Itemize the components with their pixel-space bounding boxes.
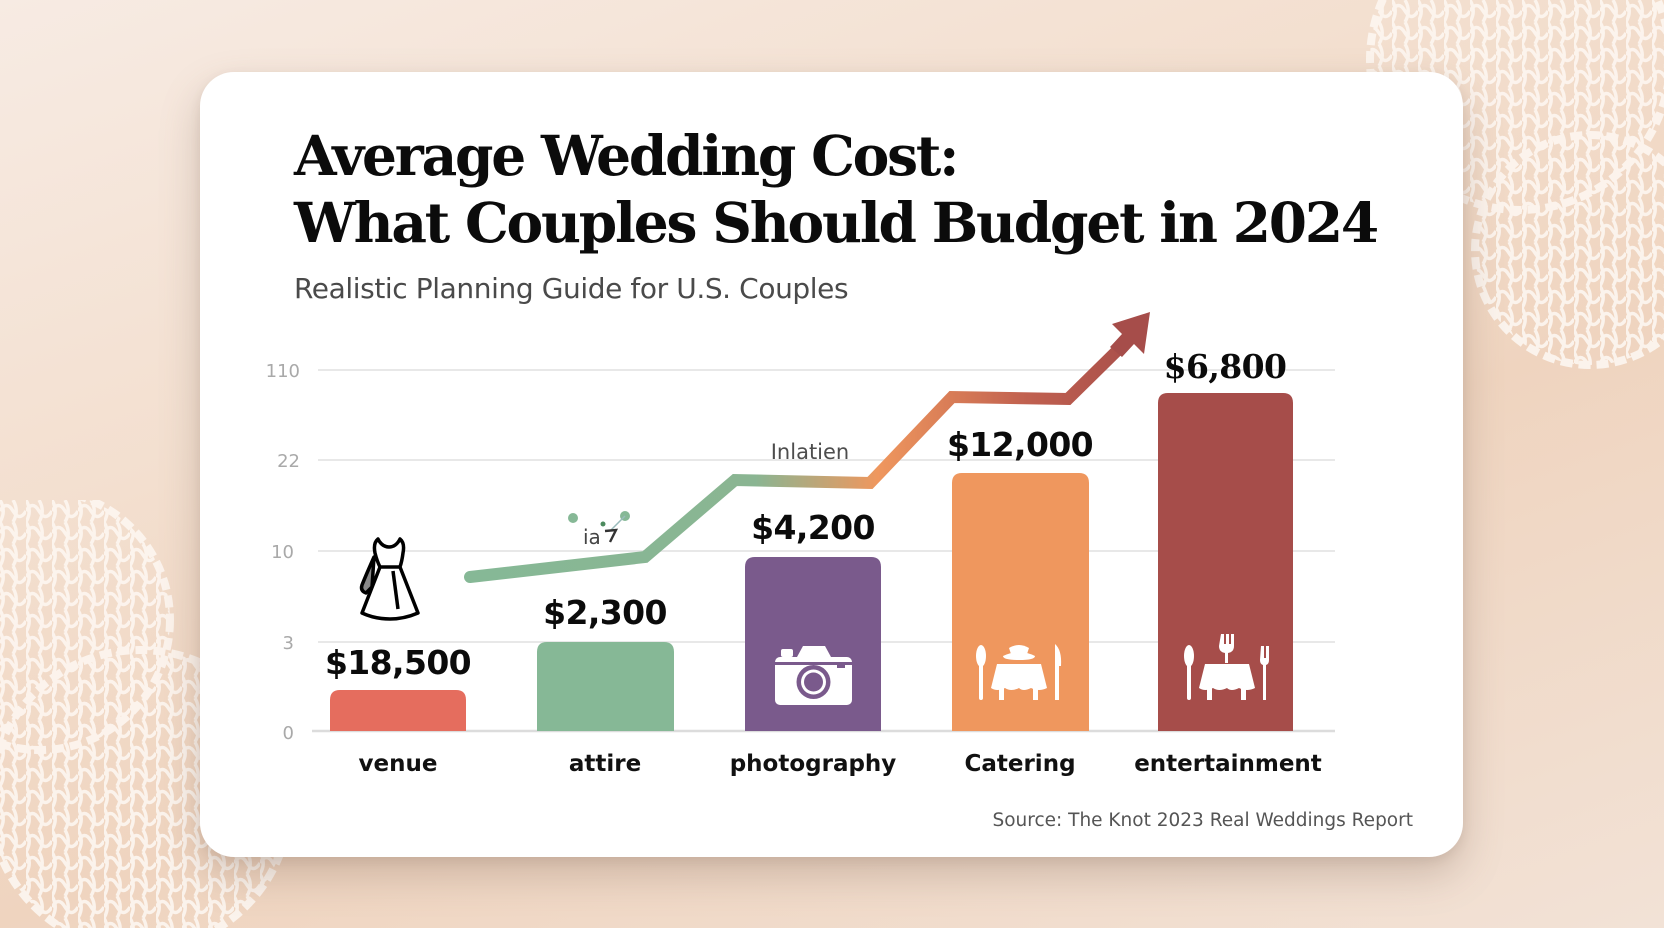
bar-venue[interactable] <box>330 690 466 731</box>
x-label-catering: Catering <box>964 751 1075 777</box>
bar-entertainment[interactable] <box>1158 393 1293 731</box>
bars <box>330 393 1293 731</box>
x-label-attire: attire <box>569 751 641 777</box>
y-tick: 110 <box>266 361 300 382</box>
bar-attire[interactable] <box>537 642 674 731</box>
y-tick: 0 <box>283 723 294 744</box>
value-label-attire: $2,300 <box>543 593 667 632</box>
x-axis: venue attire photography Catering entert… <box>359 751 1322 777</box>
value-label-venue: $18,500 <box>325 643 471 682</box>
x-label-photography: photography <box>730 751 897 777</box>
x-label-venue: venue <box>359 751 438 777</box>
y-tick: 3 <box>283 633 294 654</box>
y-tick: 10 <box>271 542 294 563</box>
small-network-icon: ia <box>568 511 630 549</box>
value-label-photography: $4,200 <box>751 508 875 547</box>
value-label-catering: $12,000 <box>947 425 1093 464</box>
title-line-2: What Couples Should Budget in 2024 <box>294 190 1379 255</box>
bar-chart: 110 22 10 3 0 Inlatien ia <box>266 312 1335 777</box>
title-line-1: Average Wedding Cost: <box>294 123 959 188</box>
y-tick: 22 <box>277 451 300 472</box>
arrow-head-icon <box>1110 312 1150 357</box>
dress-icon <box>359 537 420 621</box>
trend-annotation: Inlatien <box>771 440 850 464</box>
subtitle: Realistic Planning Guide for U.S. Couple… <box>294 272 849 305</box>
value-label-entertainment: $6,800 <box>1164 347 1287 386</box>
small-icon-label: ia <box>583 525 601 549</box>
infographic-card: Average Wedding Cost: What Couples Shoul… <box>200 72 1463 857</box>
dining-table-icon <box>976 644 1062 700</box>
y-axis: 110 22 10 3 0 <box>266 361 300 744</box>
dining-table-icon <box>1184 634 1269 700</box>
bar-catering[interactable] <box>952 473 1089 731</box>
source-note: Source: The Knot 2023 Real Weddings Repo… <box>992 810 1413 831</box>
x-label-entertainment: entertainment <box>1134 751 1322 777</box>
page-title: Average Wedding Cost: What Couples Shoul… <box>294 122 1379 256</box>
trend-line <box>464 312 1150 583</box>
camera-icon <box>775 646 852 705</box>
value-labels: $18,500 $2,300 $4,200 $12,000 $6,800 <box>325 347 1287 682</box>
